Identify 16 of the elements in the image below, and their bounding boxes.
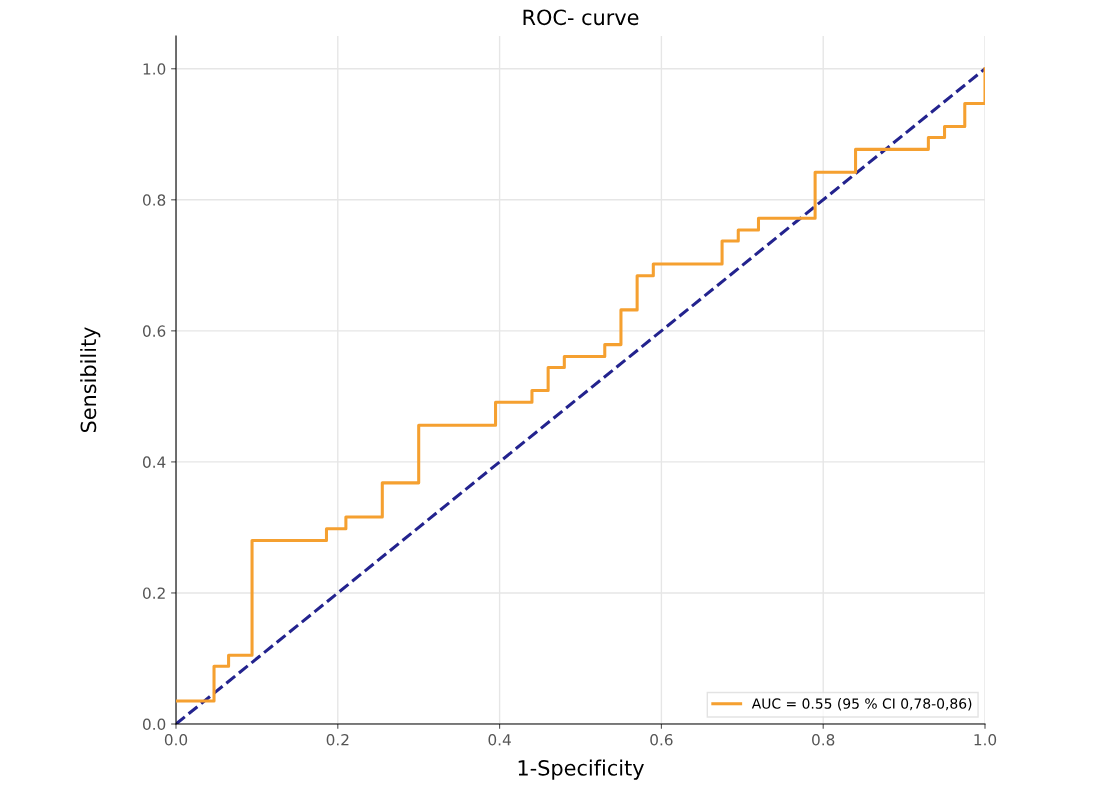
- x-tick-label: 0.8: [812, 733, 835, 746]
- chart-title: ROC- curve: [523, 9, 639, 26]
- legend-label: AUC = 0.55 (95 % CI 0,78-0,86): [751, 698, 972, 711]
- x-tick-label: 0.0: [164, 733, 188, 746]
- y-tick-label: 0.4: [142, 456, 166, 468]
- y-axis-title: Sensibility: [80, 327, 101, 433]
- x-tick-label: 1.0: [974, 733, 997, 746]
- y-tick-label: 0.6: [142, 325, 166, 337]
- y-tick-label: 1.0: [143, 63, 166, 75]
- y-tick-label: 0.0: [142, 718, 166, 731]
- x-tick-label: 0.6: [650, 733, 673, 746]
- y-tick-label: 0.8: [142, 194, 166, 206]
- x-tick-label: 0.4: [488, 733, 511, 746]
- y-tick-label: 0.2: [142, 587, 165, 599]
- x-tick-label: 0.2: [326, 733, 349, 746]
- x-axis-title: 1-Specificity: [518, 759, 644, 780]
